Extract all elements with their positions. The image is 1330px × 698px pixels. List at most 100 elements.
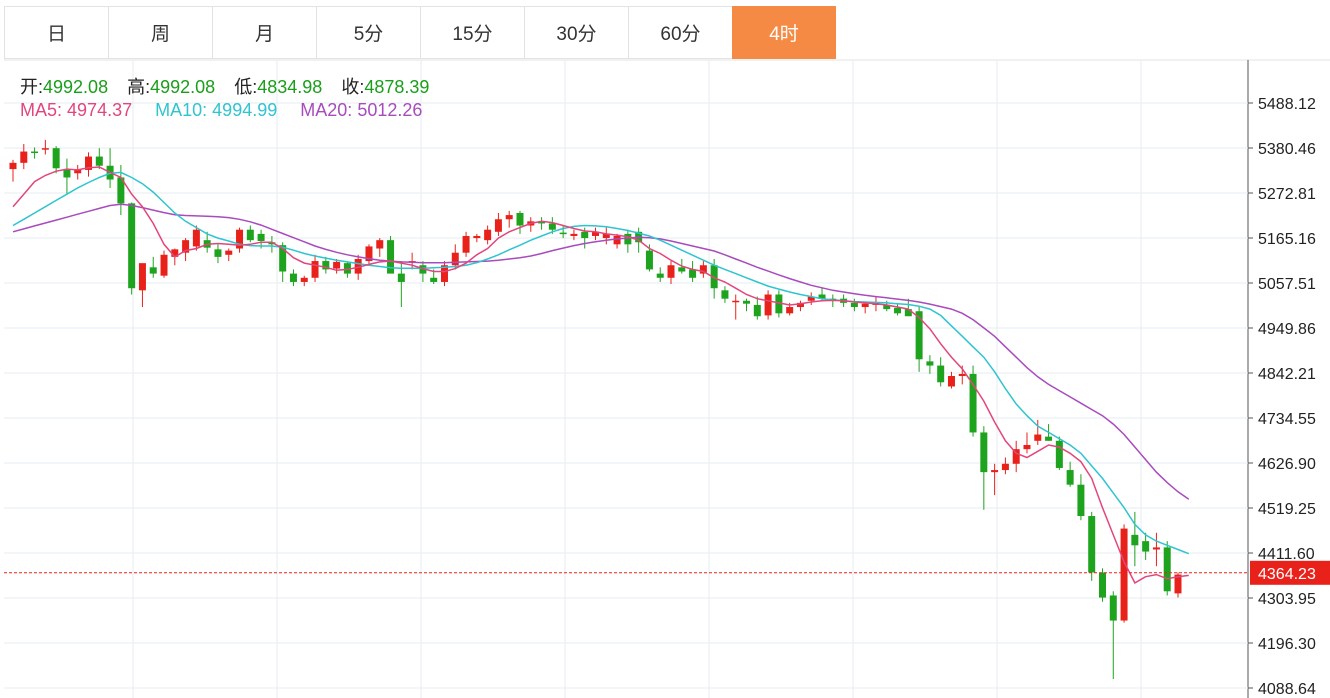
- tab-60min[interactable]: 60分: [628, 6, 732, 59]
- candle-body: [63, 169, 71, 178]
- candle-body: [645, 250, 653, 270]
- candle-body: [548, 223, 556, 230]
- candle-body: [451, 252, 459, 266]
- candle-body: [322, 261, 330, 270]
- candle-body: [699, 265, 707, 274]
- candle-body: [505, 215, 513, 220]
- candle-body: [279, 245, 287, 272]
- candle-body: [559, 232, 567, 235]
- high-value: 4992.08: [150, 77, 216, 97]
- tab-30min[interactable]: 30分: [524, 6, 628, 59]
- candle-body: [1023, 444, 1031, 450]
- candle-body: [926, 361, 934, 366]
- candle-body: [419, 265, 427, 274]
- candle-body: [1088, 516, 1096, 573]
- candle-body: [1109, 595, 1117, 621]
- candle-body: [1174, 574, 1182, 594]
- y-tick-label: 4949.86: [1258, 321, 1316, 338]
- ma5-line: [12, 166, 1189, 584]
- candle-body: [1120, 528, 1128, 621]
- last-price-label: 4364.23: [1258, 566, 1316, 583]
- candle-body: [343, 263, 351, 274]
- close-value: 4878.39: [364, 77, 430, 97]
- candle-body: [786, 307, 794, 314]
- ma10-line: [12, 171, 1190, 555]
- candle-body: [1001, 463, 1009, 471]
- candle-body: [52, 148, 60, 169]
- y-tick-label: 4519.25: [1258, 501, 1316, 518]
- high-label: 高:: [127, 77, 151, 97]
- candle-body: [624, 233, 632, 245]
- candle-body: [1163, 547, 1171, 592]
- candle-body: [160, 254, 168, 276]
- candle-body: [775, 294, 783, 314]
- candle-body: [246, 229, 254, 241]
- candle-body: [656, 273, 664, 278]
- tab-15min[interactable]: 15分: [420, 6, 524, 59]
- ohlc-readout: 开:4992.08 高:4992.08 低:4834.98 收:4878.39: [20, 73, 443, 99]
- candle-body: [462, 235, 470, 253]
- candle-body: [289, 273, 297, 282]
- candle-body: [397, 273, 405, 282]
- y-tick-label: 5272.81: [1258, 186, 1316, 203]
- tab-5min[interactable]: 5分: [316, 6, 420, 59]
- last-price-tag: [1250, 560, 1330, 585]
- y-tick-label: 4196.30: [1258, 636, 1316, 653]
- candle-body: [376, 240, 384, 249]
- candle-body: [138, 263, 146, 291]
- candle-body: [494, 219, 502, 232]
- candle-body: [257, 233, 265, 241]
- y-tick-label: 5057.51: [1258, 276, 1316, 293]
- candle-body: [95, 156, 103, 166]
- y-tick-label: 5165.16: [1258, 231, 1316, 248]
- low-label: 低:: [234, 77, 258, 97]
- candle-body: [192, 229, 200, 247]
- candle-body: [980, 432, 988, 473]
- candle-body: [937, 365, 945, 383]
- candle-body: [1142, 541, 1150, 552]
- candle-body: [667, 265, 675, 278]
- candle-body: [128, 203, 136, 289]
- candle-body: [1045, 436, 1053, 441]
- candle-body: [365, 246, 373, 262]
- tab-month[interactable]: 月: [212, 6, 316, 59]
- candle-body: [958, 373, 966, 377]
- open-label: 开:: [20, 77, 44, 97]
- ma10-label: MA10:: [155, 100, 208, 120]
- candle-body: [20, 151, 28, 163]
- tab-4hour[interactable]: 4时: [732, 6, 836, 59]
- candle-body: [74, 169, 82, 174]
- candle-body: [1034, 434, 1042, 441]
- candle-body: [861, 303, 869, 308]
- ma-readout: MA5: 4974.37 MA10: 4994.99 MA20: 5012.26: [20, 100, 422, 121]
- ma5-value: 4974.37: [67, 100, 133, 120]
- candle-body: [387, 240, 395, 274]
- candle-body: [1098, 572, 1106, 598]
- candle-body: [721, 290, 729, 299]
- candle-body: [225, 250, 233, 255]
- open-value: 4992.08: [43, 77, 109, 97]
- candle-body: [613, 235, 621, 245]
- candle-body: [41, 148, 49, 150]
- candle-body: [850, 302, 858, 308]
- tab-day[interactable]: 日: [4, 6, 108, 59]
- y-tick-label: 5488.12: [1258, 96, 1316, 113]
- ma5-label: MA5:: [20, 100, 63, 120]
- candle-body: [678, 267, 686, 272]
- candle-body: [796, 302, 804, 308]
- tab-week[interactable]: 周: [108, 6, 212, 59]
- candle-body: [818, 294, 826, 299]
- candle-body: [991, 470, 999, 473]
- candle-body: [689, 269, 697, 278]
- candle-body: [1152, 547, 1160, 550]
- candle-body: [354, 258, 362, 274]
- candle-body: [1012, 449, 1020, 464]
- candle-body: [484, 229, 492, 241]
- candle-body: [743, 300, 751, 304]
- candle-body: [732, 300, 740, 303]
- candle-body: [1131, 534, 1139, 546]
- candle-body: [117, 177, 125, 204]
- candle-body: [570, 233, 578, 236]
- close-label: 收:: [341, 77, 365, 97]
